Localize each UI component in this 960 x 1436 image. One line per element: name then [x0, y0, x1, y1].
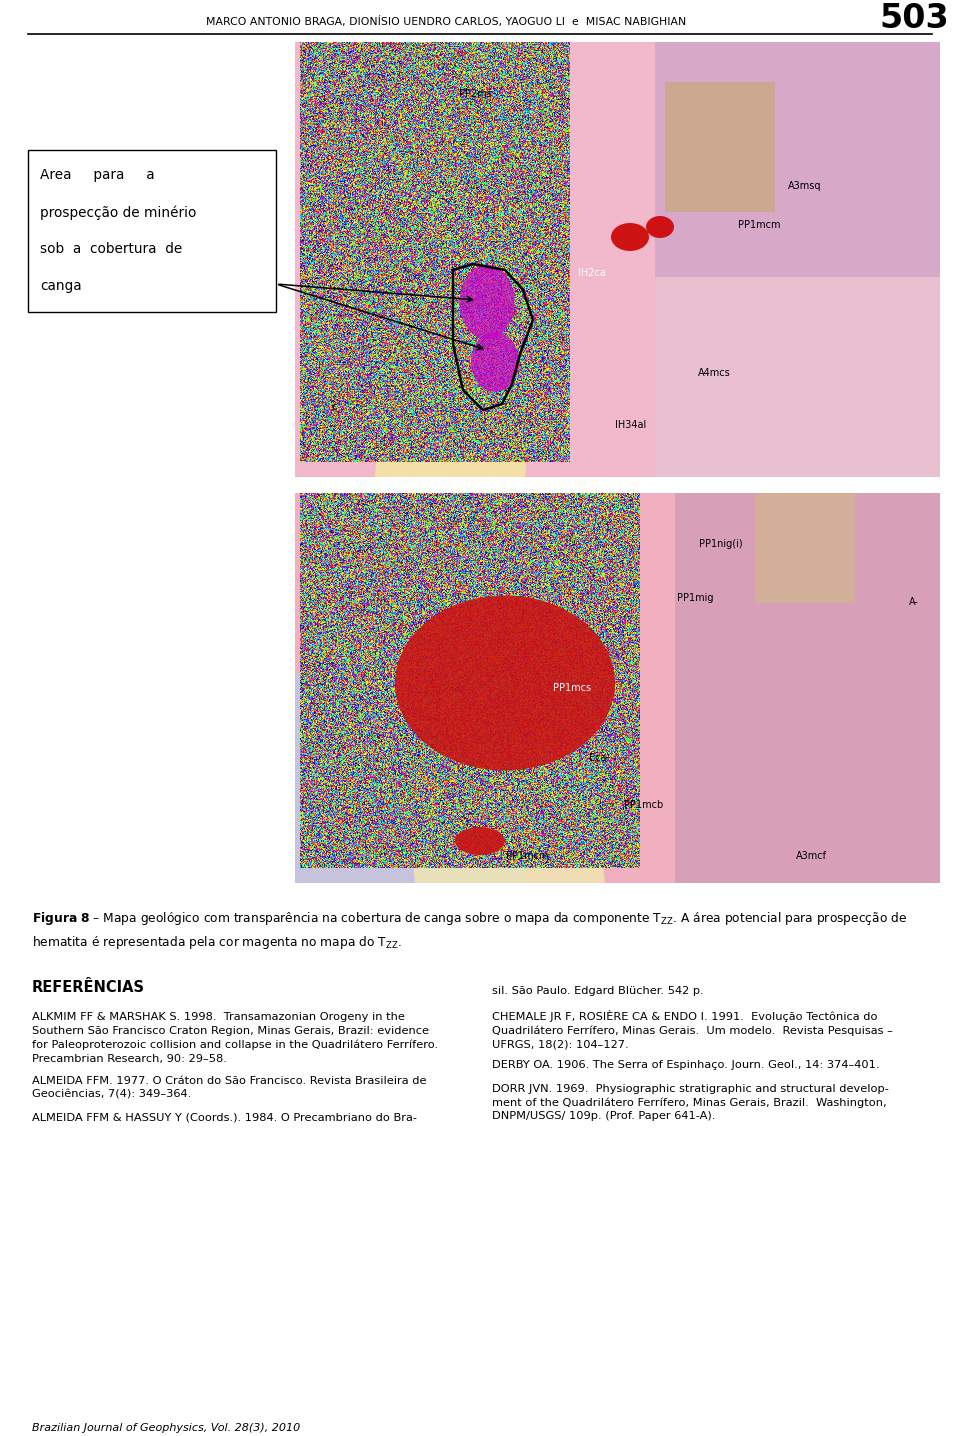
Bar	[675, 493, 940, 883]
Bar	[655, 277, 940, 477]
Text: PP1mcm: PP1mcm	[506, 850, 548, 860]
Ellipse shape	[460, 264, 515, 339]
Text: PP1mcs: PP1mcs	[553, 684, 591, 694]
Text: sil. São Paulo. Edgard Blücher. 542 p.: sil. São Paulo. Edgard Blücher. 542 p.	[492, 987, 704, 997]
Text: canga: canga	[40, 279, 82, 293]
Text: MARCO ANTONIO BRAGA, DIONÍSIO UENDRO CARLOS, YAOGUO LI  e  MISAC NABIGHIAN: MARCO ANTONIO BRAGA, DIONÍSIO UENDRO CAR…	[206, 16, 686, 26]
Bar	[295, 673, 525, 883]
Text: PP1mcb: PP1mcb	[624, 800, 663, 810]
Ellipse shape	[471, 332, 519, 392]
Polygon shape	[400, 742, 605, 883]
Text: PP1nig(i): PP1nig(i)	[699, 538, 742, 549]
Polygon shape	[375, 42, 555, 477]
Bar	[295, 42, 940, 477]
Text: $\bf{Figura\ 8}$ – Mapa geológico com transparência na cobertura de canga sobre : $\bf{Figura\ 8}$ – Mapa geológico com tr…	[32, 910, 907, 951]
Text: CHEMALE JR F, ROSIÈRE CA & ENDO I. 1991.  Evolução Tectônica do
Quadrilátero Fer: CHEMALE JR F, ROSIÈRE CA & ENDO I. 1991.…	[492, 1010, 893, 1050]
Text: A3mcf: A3mcf	[796, 850, 827, 860]
Text: PP1mig: PP1mig	[677, 593, 713, 603]
Text: ALMEIDA FFM. 1977. O Cráton do São Francisco. Revista Brasileira de
Geociências,: ALMEIDA FFM. 1977. O Cráton do São Franc…	[32, 1076, 426, 1100]
Ellipse shape	[455, 827, 505, 854]
Text: A-: A-	[909, 597, 919, 607]
Text: Eca: Eca	[589, 754, 607, 763]
Text: IH34al: IH34al	[614, 419, 646, 429]
Text: ALKMIM FF & MARSHAK S. 1998.  Transamazonian Orogeny in the
Southern São Francis: ALKMIM FF & MARSHAK S. 1998. Transamazon…	[32, 1012, 438, 1064]
Text: DORR JVN. 1969.  Physiographic stratigraphic and structural develop-
ment of the: DORR JVN. 1969. Physiographic stratigrap…	[492, 1084, 889, 1122]
Bar	[655, 42, 940, 477]
Text: A3msq: A3msq	[788, 181, 822, 191]
Ellipse shape	[611, 223, 649, 251]
Text: Area     para     a: Area para a	[40, 168, 155, 182]
Text: PP2ms: PP2ms	[459, 89, 492, 99]
Text: IH2ca: IH2ca	[578, 267, 606, 277]
Text: A4mcs: A4mcs	[698, 368, 731, 378]
Bar	[665, 82, 775, 213]
Text: c: c	[331, 402, 336, 412]
Text: prospecção de minério: prospecção de minério	[40, 205, 197, 220]
Text: Brazilian Journal of Geophysics, Vol. 28(3), 2010: Brazilian Journal of Geophysics, Vol. 28…	[32, 1423, 300, 1433]
Text: PP1mcm: PP1mcm	[738, 220, 780, 230]
Bar	[295, 493, 940, 883]
Text: sob  a  cobertura  de: sob a cobertura de	[40, 243, 182, 256]
Bar	[755, 493, 855, 603]
Text: DERBY OA. 1906. The Serra of Espinhaço. Journ. Geol., 14: 374–401.: DERBY OA. 1906. The Serra of Espinhaço. …	[492, 1060, 879, 1070]
Text: 503: 503	[879, 3, 948, 36]
Text: ALMEIDA FFM & HASSUY Y (Coords.). 1984. O Precambriano do Bra-: ALMEIDA FFM & HASSUY Y (Coords.). 1984. …	[32, 1113, 417, 1123]
Ellipse shape	[646, 215, 674, 238]
Text: REFERÊNCIAS: REFERÊNCIAS	[32, 979, 145, 995]
Bar	[28, 149, 276, 312]
Ellipse shape	[395, 596, 615, 771]
